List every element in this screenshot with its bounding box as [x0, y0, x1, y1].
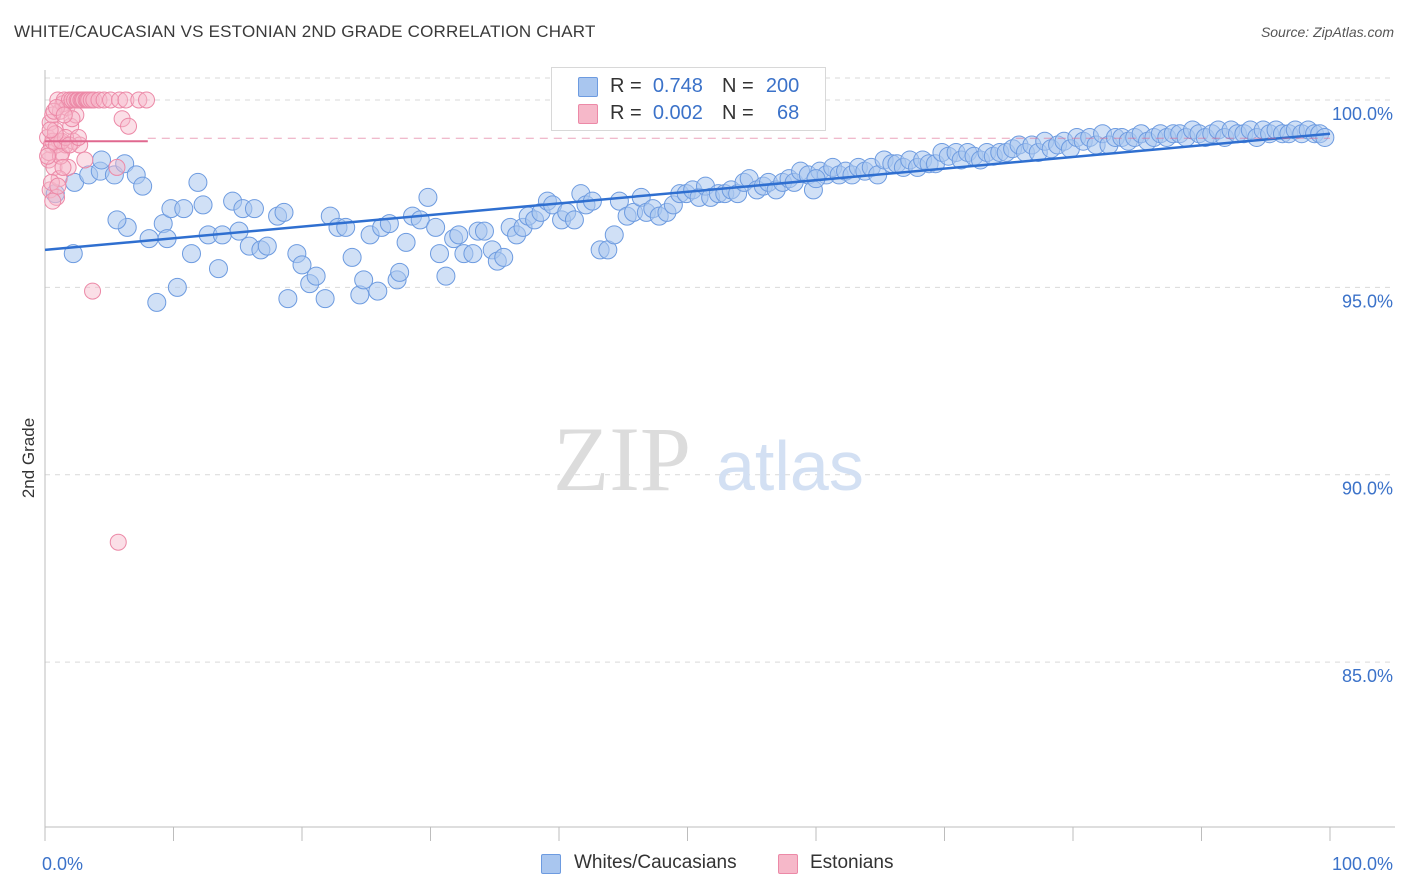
- data-point-estonians: [108, 158, 126, 176]
- data-point-whites: [354, 270, 374, 290]
- data-point-whites: [449, 225, 469, 245]
- data-point-whites: [188, 172, 208, 192]
- series-estonians-points: [39, 91, 156, 551]
- legend-n-value-whites: 200: [765, 75, 800, 97]
- data-point-whites: [139, 229, 159, 249]
- data-point-whites: [278, 289, 298, 309]
- data-point-estonians: [41, 121, 59, 139]
- data-point-estonians: [54, 158, 72, 176]
- data-point-whites: [315, 289, 335, 309]
- bottom-legend-label-whites: Whites/Caucasians: [574, 852, 737, 873]
- data-point-estonians: [109, 533, 127, 551]
- data-point-whites: [474, 221, 494, 241]
- legend-n-value-estonians: 68: [777, 102, 800, 124]
- data-point-whites: [115, 154, 135, 174]
- data-point-whites: [63, 244, 83, 264]
- bottom-legend-swatch-blue: [541, 854, 561, 874]
- data-point-whites: [368, 281, 388, 301]
- chart-title: WHITE/CAUCASIAN VS ESTONIAN 2ND GRADE CO…: [14, 22, 596, 41]
- watermark-atlas: atlas: [716, 427, 864, 505]
- data-point-estonians: [117, 91, 135, 109]
- data-point-whites: [274, 202, 294, 222]
- data-point-whites: [436, 266, 456, 286]
- series-whites-caucasians-points: [45, 120, 1335, 312]
- trend-line-whites: [44, 132, 1331, 252]
- data-point-estonians: [85, 91, 103, 109]
- x-tick-label-max: 100.0%: [1332, 854, 1393, 874]
- legend-n-label: N =: [722, 102, 754, 124]
- watermark: ZIP atlas: [553, 408, 864, 510]
- data-point-estonians: [102, 91, 120, 109]
- bottom-legend-whites: Whites/Caucasians: [541, 852, 737, 874]
- data-point-whites: [418, 187, 438, 207]
- data-point-whites: [494, 247, 514, 267]
- data-point-estonians: [84, 282, 102, 300]
- data-point-whites: [564, 210, 584, 230]
- data-point-estonians: [51, 147, 69, 165]
- data-point-whites: [396, 232, 416, 252]
- bottom-legend-swatch-pink: [778, 854, 798, 874]
- trend-lines: [44, 132, 1331, 252]
- gridlines: [45, 77, 1395, 663]
- legend-r-value-estonians: 0.002: [652, 102, 703, 124]
- data-point-whites: [1315, 127, 1335, 147]
- legend-n-label: N =: [722, 75, 754, 97]
- watermark-zip: ZIP: [553, 408, 691, 510]
- data-point-whites: [174, 199, 194, 219]
- data-point-whites: [244, 199, 264, 219]
- legend-swatch-blue: [578, 77, 598, 97]
- data-point-whites: [133, 176, 153, 196]
- data-point-estonians: [49, 177, 67, 195]
- x-tick-label-min: 0.0%: [42, 854, 83, 874]
- data-point-estonians: [55, 106, 73, 124]
- data-point-whites: [292, 255, 312, 275]
- data-point-estonians: [39, 147, 57, 165]
- y-tick-label: 85.0%: [1342, 666, 1393, 686]
- data-point-estonians: [63, 110, 81, 128]
- data-point-whites: [193, 195, 213, 215]
- legend-r-label: R =: [610, 75, 642, 97]
- source-label: Source: ZipAtlas.com: [1260, 24, 1394, 40]
- legend-r-label: R =: [610, 102, 642, 124]
- data-point-whites: [342, 247, 362, 267]
- data-point-estonians: [120, 117, 138, 135]
- data-point-whites: [181, 244, 201, 264]
- stats-legend: R = 0.748 N = 200 R = 0.002 N = 68: [551, 67, 826, 131]
- data-point-estonians: [111, 91, 129, 109]
- y-tick-label: 90.0%: [1342, 479, 1393, 499]
- data-point-whites: [426, 217, 446, 237]
- bottom-legend-label-estonians: Estonians: [810, 852, 894, 873]
- data-point-whites: [429, 244, 449, 264]
- data-point-estonians: [44, 192, 62, 210]
- data-point-whites: [208, 259, 228, 279]
- data-point-whites: [390, 262, 410, 282]
- data-point-whites: [147, 292, 167, 312]
- data-point-whites: [92, 150, 112, 170]
- data-point-estonians: [138, 91, 156, 109]
- data-point-whites: [604, 225, 624, 245]
- legend-swatch-pink: [578, 104, 598, 124]
- data-point-estonians: [95, 91, 113, 109]
- data-point-whites: [306, 266, 326, 286]
- data-point-whites: [463, 244, 483, 264]
- tick-labels: 100.0% 95.0% 90.0% 85.0% 0.0% 100.0%: [42, 104, 1393, 874]
- legend-r-value-whites: 0.748: [652, 75, 703, 97]
- data-point-whites: [107, 210, 127, 230]
- y-axis-label: 2nd Grade: [19, 418, 38, 498]
- data-point-whites: [257, 236, 277, 256]
- bottom-legend-estonians: Estonians: [778, 852, 893, 874]
- data-point-estonians: [76, 151, 94, 169]
- data-point-estonians: [69, 128, 87, 146]
- data-point-estonians: [90, 91, 108, 109]
- data-point-whites: [167, 277, 187, 297]
- y-tick-label: 100.0%: [1332, 104, 1393, 124]
- y-tick-label: 95.0%: [1342, 291, 1393, 311]
